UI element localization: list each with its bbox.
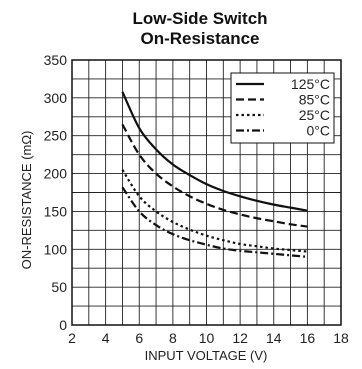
y-tick-labels: 0 50 100 150 200 250 300 350 (44, 52, 68, 333)
y-tick-label: 250 (44, 128, 68, 144)
series-line-dotted (121, 169, 308, 253)
y-tick-label: 50 (51, 279, 67, 295)
y-tick-label: 100 (44, 241, 68, 257)
legend-label: 25°C (299, 107, 330, 123)
y-tick-label: 350 (44, 52, 68, 68)
y-tick-label: 200 (44, 166, 68, 182)
x-tick-label: 8 (169, 330, 177, 346)
x-tick-labels: 2 4 6 8 10 12 14 16 18 (68, 330, 349, 346)
legend-label: 85°C (299, 92, 330, 108)
chart-title: Low-Side Switch (132, 9, 267, 28)
legend-label: 0°C (307, 123, 331, 139)
y-tick-label: 150 (44, 203, 68, 219)
y-tick-label: 300 (44, 90, 68, 106)
x-tick-label: 14 (266, 330, 282, 346)
x-tick-label: 4 (102, 330, 110, 346)
legend-label: 125°C (291, 76, 330, 92)
x-tick-label: 12 (232, 330, 248, 346)
x-tick-label: 6 (135, 330, 143, 346)
series-line-solid (121, 91, 308, 212)
plot-frame (71, 59, 342, 326)
x-tick-label: 10 (199, 330, 215, 346)
series-line-dashdot (121, 186, 308, 258)
y-tick-label: 0 (59, 317, 67, 333)
x-axis-label: INPUT VOLTAGE (V) (145, 348, 268, 363)
y-axis-label: ON-RESISTANCE (mΩ) (19, 131, 34, 270)
curves (121, 91, 308, 258)
x-tick-label: 16 (300, 330, 316, 346)
x-tick-label: 18 (333, 330, 349, 346)
legend: 125°C85°C25°C0°C (230, 72, 335, 144)
chart-subtitle: On-Resistance (140, 29, 259, 48)
x-tick-label: 2 (68, 330, 76, 346)
